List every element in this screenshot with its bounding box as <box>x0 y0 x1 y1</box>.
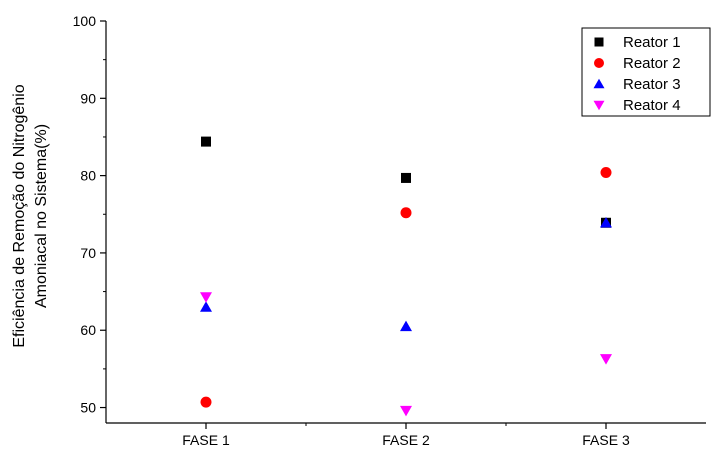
y-tick-label-80: 80 <box>80 168 96 184</box>
legend-label-reator-4: Reator 4 <box>623 97 681 114</box>
legend-marker-reator-1 <box>594 37 604 47</box>
legend: Reator 1 Reator 2 Reator 3 Reator 4 <box>581 27 711 117</box>
legend-label-reator-2: Reator 2 <box>623 55 681 72</box>
reator-3-point-fase-2 <box>400 320 412 332</box>
x-tick-label-fase-3: FASE 3 <box>582 432 630 448</box>
y-axis-title-line-2: Amoniacal no Sistema(%) <box>33 124 50 308</box>
legend-label-reator-3: Reator 3 <box>623 76 681 93</box>
points-layer <box>200 136 612 417</box>
x-tick-label-fase-2: FASE 2 <box>382 432 430 448</box>
reator-1-point-fase-1 <box>201 136 211 147</box>
legend-label-reator-1: Reator 1 <box>623 34 681 51</box>
y-axis-title-line-1: Eficiência de Remoção do Nitrogênio <box>11 84 28 347</box>
reator-2-point-fase-3 <box>600 167 612 179</box>
reator-4-point-fase-1 <box>200 292 212 303</box>
legend-marker-reator-3 <box>593 78 605 89</box>
reator-3-point-fase-1 <box>200 301 212 312</box>
reator-2-point-fase-2 <box>400 207 412 219</box>
y-tick-label-100: 100 <box>73 13 97 29</box>
reator-1-point-fase-2 <box>401 172 411 183</box>
legend-marker-reator-4 <box>593 100 605 111</box>
reator-2-point-fase-1 <box>200 396 212 408</box>
y-tick-label-90: 90 <box>80 90 96 106</box>
y-tick-label-60: 60 <box>80 322 96 338</box>
legend-marker-reator-2 <box>594 58 604 68</box>
reator-4-point-fase-2 <box>400 405 412 417</box>
reator-3-point-fase-3 <box>600 217 612 228</box>
y-tick-label-50: 50 <box>80 400 96 416</box>
ticks-layer: 50 60 70 80 90 100 FASE 1 FASE 2 FASE 3 <box>73 13 630 448</box>
x-tick-label-fase-1: FASE 1 <box>182 432 230 448</box>
reator-4-point-fase-3 <box>600 354 612 365</box>
y-tick-label-70: 70 <box>80 245 96 261</box>
